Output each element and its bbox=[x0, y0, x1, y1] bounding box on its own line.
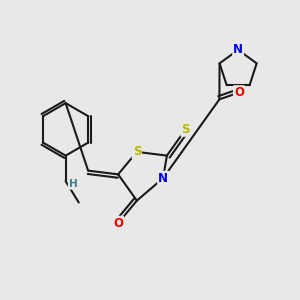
Text: H: H bbox=[69, 179, 77, 189]
Text: O: O bbox=[234, 86, 244, 99]
Text: S: S bbox=[133, 146, 141, 158]
Text: O: O bbox=[113, 217, 123, 230]
Text: N: N bbox=[158, 172, 168, 184]
Text: N: N bbox=[233, 44, 243, 56]
Text: S: S bbox=[182, 123, 190, 136]
